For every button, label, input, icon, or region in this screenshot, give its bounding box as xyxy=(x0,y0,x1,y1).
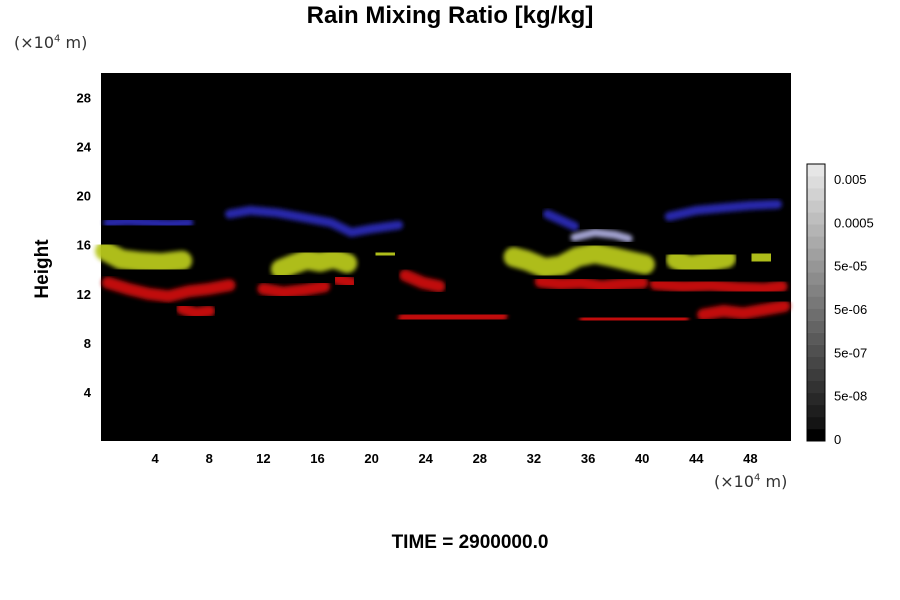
colorbar-label-3: 5e-06 xyxy=(834,302,867,317)
colorbar-step-6 xyxy=(807,356,825,370)
colorbar-step-13 xyxy=(807,272,825,285)
data-layer xyxy=(95,199,791,326)
field-region-cap-4 xyxy=(570,228,633,243)
colorbar-step-7 xyxy=(807,344,825,357)
colorbar-step-12 xyxy=(807,284,825,297)
x-tick-label-0: 4 xyxy=(151,451,159,466)
colorbar-frame xyxy=(806,163,826,442)
x-unit-suffix: m) xyxy=(760,472,788,491)
time-label: TIME = 2900000.0 xyxy=(391,532,549,553)
colorbar-step-9 xyxy=(807,320,825,333)
field-region-mid-5 xyxy=(95,240,193,274)
field-region-low-14 xyxy=(331,273,358,289)
y-tick-label-0: 4 xyxy=(84,385,92,400)
y-unit-prefix: (×10 xyxy=(14,33,55,52)
x-tick-label-11: 48 xyxy=(743,451,757,466)
field-region-low-18 xyxy=(649,278,788,295)
y-tick-label-2: 12 xyxy=(77,287,91,302)
field-region-mid-6 xyxy=(270,248,358,280)
colorbar-label-0: 0.005 xyxy=(834,172,867,187)
y-axis-ticks: 4 8 12 16 20 24 28 xyxy=(77,91,92,400)
colorbar-step-16 xyxy=(807,236,825,249)
field-region-high-2 xyxy=(543,209,579,231)
colorbar: 0.005 0.0005 5e-05 5e-06 5e-07 5e-08 0 xyxy=(806,163,874,447)
field-region-high-1 xyxy=(225,205,404,237)
x-tick-label-7: 32 xyxy=(527,451,541,466)
colorbar-step-5 xyxy=(807,368,825,382)
field-region-mid-7 xyxy=(368,243,402,265)
x-tick-label-1: 8 xyxy=(206,451,213,466)
colorbar-step-15 xyxy=(807,248,825,261)
field-region-mid-8 xyxy=(503,243,655,278)
colorbar-step-10 xyxy=(807,308,825,321)
colorbar-step-8 xyxy=(807,332,825,345)
field-region-low-17 xyxy=(534,275,649,293)
colorbar-step-18 xyxy=(807,212,825,225)
colorbar-step-20 xyxy=(807,188,825,201)
x-tick-label-10: 44 xyxy=(689,451,704,466)
x-tick-label-2: 12 xyxy=(256,451,270,466)
x-tick-label-8: 36 xyxy=(581,451,595,466)
colorbar-label-6: 0 xyxy=(834,432,841,447)
x-axis-unit: (×104 m) xyxy=(714,472,787,491)
x-tick-label-6: 28 xyxy=(473,451,487,466)
colorbar-step-3 xyxy=(807,392,825,406)
colorbar-step-1 xyxy=(807,416,825,430)
field-region-low-20 xyxy=(697,300,791,321)
x-axis-ticks: 4 8 12 16 20 24 28 32 36 40 44 48 xyxy=(151,451,757,466)
field-region-low-15 xyxy=(399,269,446,293)
colorbar-step-19 xyxy=(807,200,825,213)
colorbar-label-2: 5e-05 xyxy=(834,259,867,274)
y-tick-label-5: 24 xyxy=(77,140,92,155)
colorbar-step-4 xyxy=(807,380,825,394)
colorbar-step-0 xyxy=(807,428,825,442)
field-region-low-13 xyxy=(257,280,331,299)
colorbar-step-21 xyxy=(807,176,825,189)
field-region-mid-10 xyxy=(744,245,778,270)
x-tick-label-4: 20 xyxy=(364,451,378,466)
colorbar-step-17 xyxy=(807,224,825,237)
chart-title: Rain Mixing Ratio [kg/kg] xyxy=(306,2,594,29)
y-tick-label-3: 16 xyxy=(77,238,91,253)
y-tick-label-4: 20 xyxy=(77,189,91,204)
x-unit-prefix: (×10 xyxy=(714,472,755,491)
x-tick-label-9: 40 xyxy=(635,451,649,466)
colorbar-step-11 xyxy=(807,296,825,309)
colorbar-step-14 xyxy=(807,260,825,273)
y-unit-exponent: 4 xyxy=(54,33,61,45)
y-unit-suffix: m) xyxy=(60,33,88,52)
field-region-high-3 xyxy=(664,199,782,221)
field-region-mid-9 xyxy=(666,248,737,276)
y-tick-label-6: 28 xyxy=(77,91,91,106)
field-region-low-12 xyxy=(176,302,216,320)
field-region-low-16 xyxy=(398,309,508,325)
field-region-high-0 xyxy=(103,216,194,229)
y-axis-unit: (×104 m) xyxy=(14,33,87,52)
colorbar-label-1: 0.0005 xyxy=(834,215,874,230)
x-unit-exponent: 4 xyxy=(754,472,761,484)
y-tick-label-1: 8 xyxy=(84,336,91,351)
x-tick-label-3: 16 xyxy=(310,451,324,466)
field-region-low-19 xyxy=(579,312,689,326)
colorbar-step-22 xyxy=(807,164,825,177)
field-region-low-11 xyxy=(101,276,236,303)
colorbar-step-2 xyxy=(807,404,825,418)
colorbar-label-4: 5e-07 xyxy=(834,345,867,360)
colorbar-label-5: 5e-08 xyxy=(834,389,867,404)
x-tick-label-5: 24 xyxy=(418,451,433,466)
